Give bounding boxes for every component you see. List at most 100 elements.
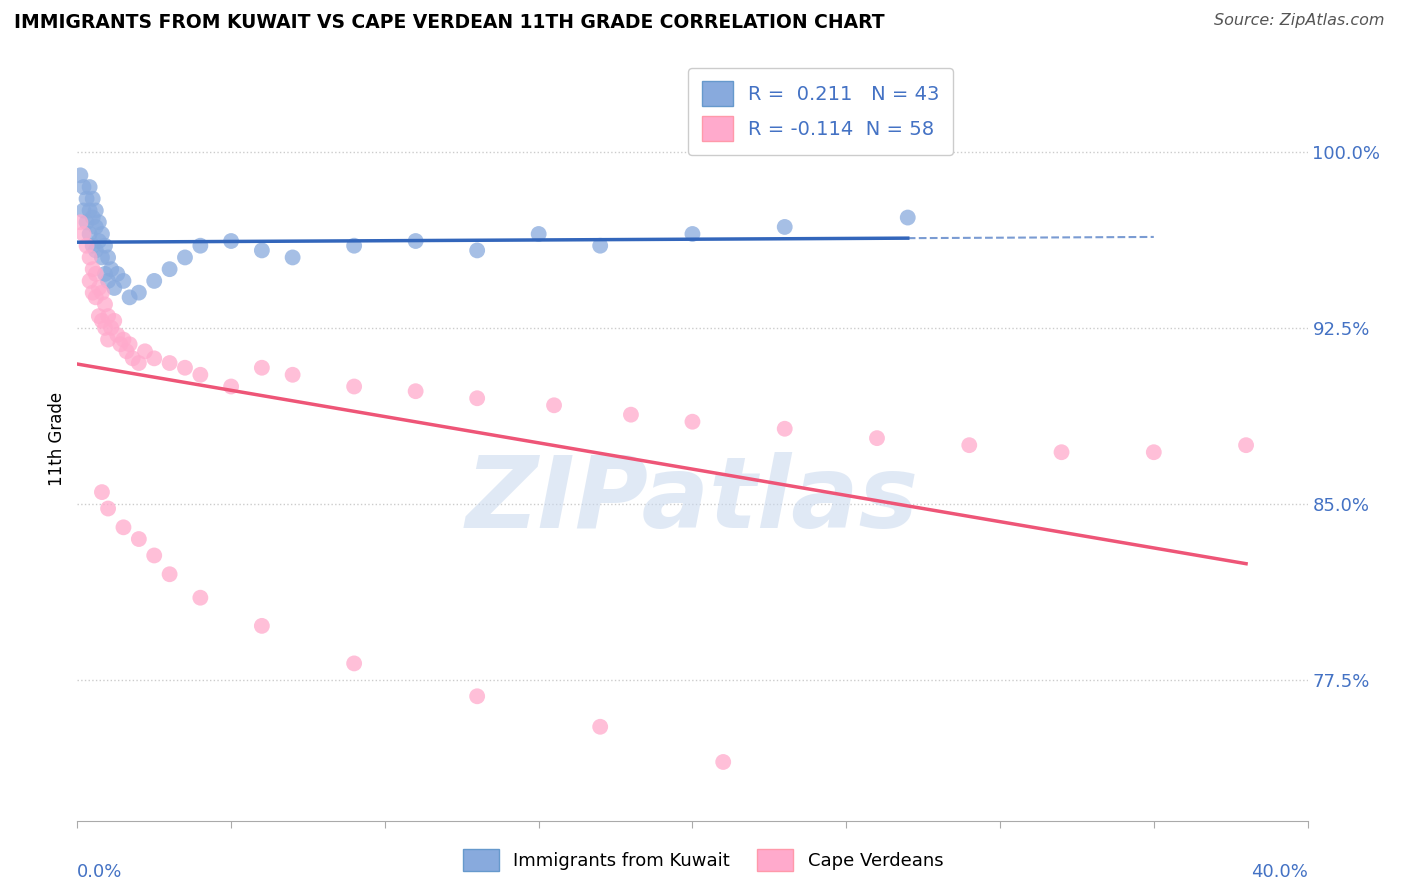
Point <box>188 238 212 252</box>
Point <box>105 327 128 342</box>
Point <box>82 238 104 252</box>
Point <box>1234 438 1257 452</box>
Point <box>84 267 107 281</box>
Point <box>281 368 304 382</box>
Point <box>773 422 796 436</box>
Point <box>682 227 704 241</box>
Point <box>143 351 166 366</box>
Point <box>100 262 122 277</box>
Point <box>94 267 117 281</box>
Point <box>72 227 94 241</box>
Point <box>87 281 110 295</box>
Point <box>343 238 366 252</box>
Point <box>174 360 197 375</box>
Point <box>79 274 101 288</box>
Point <box>112 274 135 288</box>
Point <box>620 408 643 422</box>
Point <box>773 219 796 234</box>
Point <box>188 368 212 382</box>
Point <box>82 285 104 300</box>
Point <box>112 520 135 534</box>
Point <box>82 192 104 206</box>
Point <box>84 290 107 304</box>
Point <box>118 337 141 351</box>
Point <box>84 244 107 258</box>
Point <box>94 321 117 335</box>
Point <box>589 238 612 252</box>
Point <box>97 274 120 288</box>
Point <box>250 360 273 375</box>
Point <box>250 619 273 633</box>
Point <box>79 180 101 194</box>
Point <box>97 333 120 347</box>
Y-axis label: 11th Grade: 11th Grade <box>48 392 66 486</box>
Point <box>97 251 120 265</box>
Point <box>159 356 181 370</box>
Text: IMMIGRANTS FROM KUWAIT VS CAPE VERDEAN 11TH GRADE CORRELATION CHART: IMMIGRANTS FROM KUWAIT VS CAPE VERDEAN 1… <box>14 13 884 32</box>
Text: 0.0%: 0.0% <box>77 863 122 880</box>
Point <box>174 251 197 265</box>
Point <box>87 234 110 248</box>
Text: Source: ZipAtlas.com: Source: ZipAtlas.com <box>1215 13 1385 29</box>
Point <box>97 309 120 323</box>
Point <box>79 203 101 218</box>
Legend: Immigrants from Kuwait, Cape Verdeans: Immigrants from Kuwait, Cape Verdeans <box>456 842 950 879</box>
Point <box>87 309 110 323</box>
Point <box>94 238 117 252</box>
Point <box>118 290 141 304</box>
Text: 40.0%: 40.0% <box>1251 863 1308 880</box>
Point <box>100 321 122 335</box>
Point <box>527 227 550 241</box>
Point <box>110 337 132 351</box>
Point <box>90 227 114 241</box>
Point <box>79 227 101 241</box>
Point <box>128 356 150 370</box>
Legend: R =  0.211   N = 43, R = -0.114  N = 58: R = 0.211 N = 43, R = -0.114 N = 58 <box>688 68 953 154</box>
Point <box>84 219 107 234</box>
Point <box>69 169 91 183</box>
Point <box>103 314 125 328</box>
Point <box>897 211 920 225</box>
Point <box>682 415 704 429</box>
Point <box>90 314 114 328</box>
Point <box>69 215 91 229</box>
Point <box>90 251 114 265</box>
Point <box>72 203 94 218</box>
Point <box>188 591 212 605</box>
Point <box>90 285 114 300</box>
Point <box>121 351 143 366</box>
Point <box>79 251 101 265</box>
Point <box>866 431 889 445</box>
Point <box>281 251 304 265</box>
Point <box>465 391 488 405</box>
Point <box>405 384 427 399</box>
Point <box>72 180 94 194</box>
Point <box>957 438 980 452</box>
Point <box>465 244 488 258</box>
Point <box>90 485 114 500</box>
Point <box>105 267 128 281</box>
Point <box>143 549 166 563</box>
Point <box>84 203 107 218</box>
Point <box>128 285 150 300</box>
Point <box>143 274 166 288</box>
Point <box>543 398 565 412</box>
Point <box>711 755 734 769</box>
Point <box>134 344 156 359</box>
Point <box>82 262 104 277</box>
Point <box>219 379 242 393</box>
Point <box>589 720 612 734</box>
Point <box>76 215 98 229</box>
Point <box>159 567 181 582</box>
Point <box>1050 445 1073 459</box>
Point <box>128 532 150 546</box>
Text: ZIPatlas: ZIPatlas <box>465 452 920 549</box>
Point <box>465 690 488 704</box>
Point <box>97 501 120 516</box>
Point <box>159 262 181 277</box>
Point <box>87 215 110 229</box>
Point <box>103 281 125 295</box>
Point <box>76 238 98 252</box>
Point <box>94 297 117 311</box>
Point <box>250 244 273 258</box>
